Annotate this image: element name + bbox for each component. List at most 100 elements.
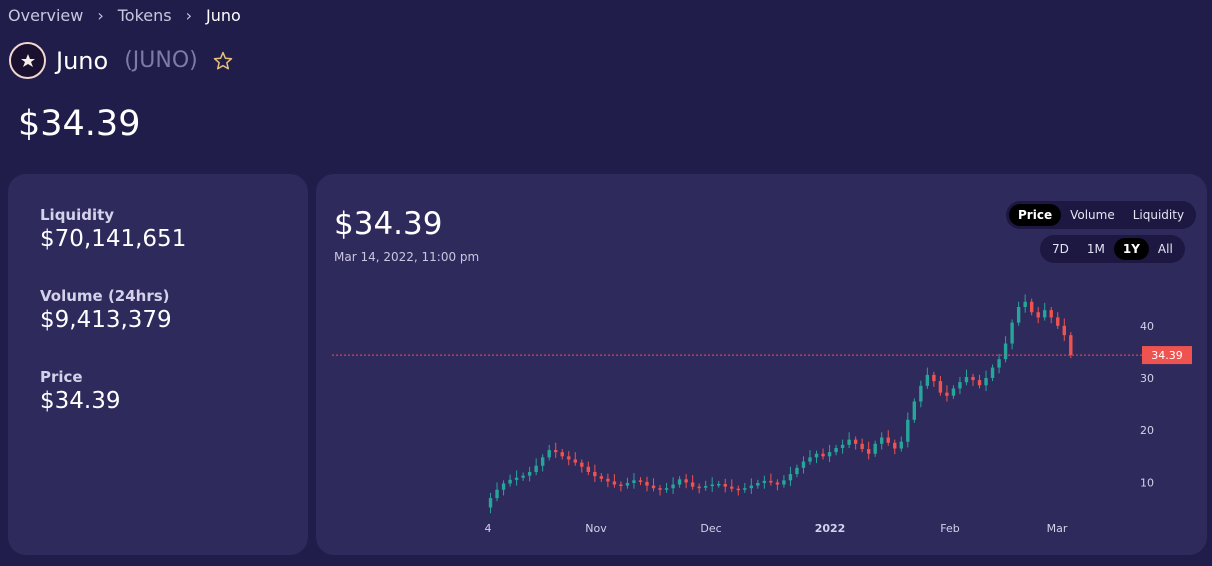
candle-body <box>599 476 604 479</box>
candle-body <box>501 483 506 490</box>
liquidity-value: $70,141,651 <box>40 226 187 252</box>
current-price-badge <box>1142 346 1192 365</box>
candle-body <box>638 480 643 482</box>
candle-body <box>762 480 767 483</box>
candle-body <box>984 378 988 386</box>
candle-body <box>1036 312 1040 318</box>
candle-body <box>821 453 825 457</box>
candle-body <box>606 478 610 482</box>
candle-body <box>990 367 995 378</box>
candle-body <box>814 453 819 458</box>
candle-body <box>971 376 975 381</box>
candle-body <box>651 485 656 489</box>
candle-body <box>1062 325 1066 336</box>
candle-body <box>893 442 897 449</box>
candle-body <box>795 467 799 475</box>
candle-body <box>880 437 884 444</box>
candle-body <box>736 488 740 491</box>
candle-body <box>658 488 662 490</box>
current-price-label: 34.39 <box>1151 349 1183 362</box>
chevron-right-icon: › <box>97 6 104 25</box>
candle-body <box>951 388 956 396</box>
candle-body <box>847 439 851 445</box>
candle-body <box>1010 322 1014 344</box>
candle-body <box>938 381 943 393</box>
chart-date: Mar 14, 2022, 11:00 pm <box>334 250 480 264</box>
candle-body <box>749 485 754 489</box>
x-tick-label: Dec <box>700 522 721 535</box>
x-tick-label: Nov <box>585 522 607 535</box>
candle-body <box>886 437 890 443</box>
candle-body <box>567 456 571 460</box>
candle-body <box>717 484 721 486</box>
range-all[interactable]: All <box>1157 242 1173 256</box>
range-7d[interactable]: 7D <box>1052 242 1069 256</box>
candle-body <box>769 480 773 483</box>
price-value: $34.39 <box>40 388 121 414</box>
y-tick-label: 10 <box>1140 476 1154 489</box>
x-tick-label: 4 <box>485 522 492 535</box>
candle-body <box>801 461 806 468</box>
breadcrumb: Overview › Tokens › Juno <box>8 6 241 25</box>
breadcrumb-tokens[interactable]: Tokens <box>117 6 172 25</box>
candle-body <box>619 484 623 487</box>
candle-body <box>488 498 493 508</box>
candle-body <box>782 480 786 485</box>
token-price: $34.39 <box>18 104 141 144</box>
candle-body <box>1023 301 1027 307</box>
candle-body <box>788 474 793 481</box>
tab-liquidity[interactable]: Liquidity <box>1132 208 1185 222</box>
candle-body <box>730 486 734 489</box>
tab-volume[interactable]: Volume <box>1070 208 1115 222</box>
candle-body <box>906 419 910 442</box>
x-tick-label: Mar <box>1047 522 1068 535</box>
candle-body <box>703 486 708 488</box>
candle-body <box>932 374 936 382</box>
candle-body <box>495 489 499 499</box>
range-toggle: 7D 1M 1Y All <box>1040 235 1185 263</box>
candle-body <box>540 457 545 466</box>
candle-body <box>925 374 930 386</box>
candle-body <box>808 457 812 462</box>
candle-body <box>677 479 682 485</box>
candle-body <box>873 443 877 454</box>
candle-body <box>899 441 903 449</box>
candle-body <box>632 480 636 483</box>
range-1y[interactable]: 1Y <box>1113 238 1149 260</box>
chart-card: $34.39 Mar 14, 2022, 11:00 pm Price Volu… <box>316 174 1207 555</box>
candle-body <box>586 466 591 472</box>
candle-body <box>514 477 519 480</box>
candle-body <box>997 359 1001 368</box>
liquidity-label: Liquidity <box>40 206 115 224</box>
candle-body <box>697 486 701 489</box>
chart-price: $34.39 <box>334 206 443 242</box>
range-1m[interactable]: 1M <box>1086 242 1105 256</box>
candle-body <box>964 376 969 383</box>
candle-body <box>684 479 688 483</box>
price-chart[interactable]: 10 20 30 40 4 Nov Dec 2022 Feb Mar 34.39 <box>316 174 1207 555</box>
candle-body <box>977 380 982 386</box>
price-label: Price <box>40 368 83 386</box>
volume-value: $9,413,379 <box>40 307 172 333</box>
candle-body <box>1043 310 1047 318</box>
candle-body <box>919 385 923 402</box>
chevron-right-icon: › <box>185 6 192 25</box>
metric-toggle: Price Volume Liquidity <box>1006 201 1197 229</box>
candle-body <box>775 482 780 485</box>
x-tick-label: Feb <box>940 522 959 535</box>
candle-body <box>1029 301 1034 313</box>
candle-body <box>1069 335 1073 356</box>
y-tick-label: 30 <box>1140 372 1154 385</box>
y-tick-label: 20 <box>1140 424 1154 437</box>
candle-body <box>743 488 747 490</box>
tab-price[interactable]: Price <box>1009 204 1062 226</box>
candle-body <box>664 488 669 490</box>
candle-body <box>580 462 584 467</box>
candle-body <box>645 481 649 486</box>
breadcrumb-overview[interactable]: Overview <box>8 6 84 25</box>
volume-stat: Volume (24hrs) $9,413,379 <box>40 287 172 333</box>
candle-body <box>625 482 630 486</box>
candle-body <box>723 484 727 487</box>
candle-body <box>554 450 558 453</box>
star-icon[interactable] <box>212 50 234 72</box>
